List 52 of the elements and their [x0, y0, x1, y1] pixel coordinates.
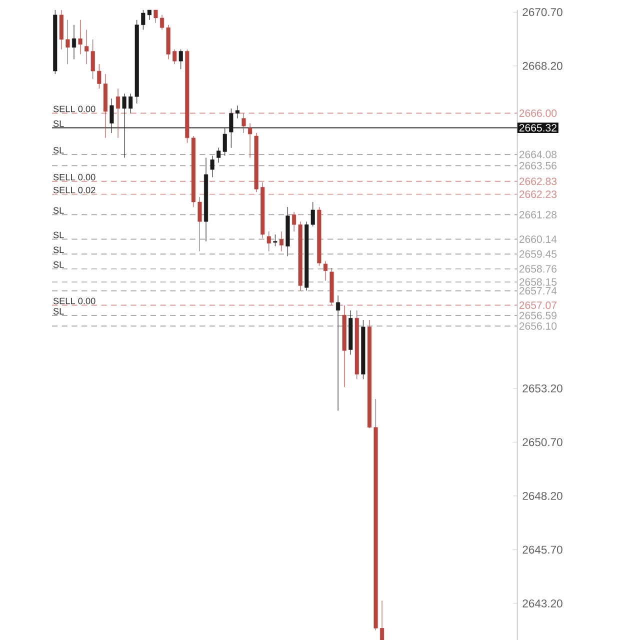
ref-line-label: 2659.45: [519, 250, 557, 258]
ref-line-label: 2662.23: [519, 190, 557, 198]
y-tick-label: 2653.20: [522, 384, 562, 392]
candlestick: [78, 20, 82, 55]
ref-line-label: 2666.00: [519, 109, 557, 117]
candlestick: [273, 234, 278, 247]
candlestick: [160, 14, 164, 30]
candlestick: [178, 49, 183, 70]
candlestick: [336, 295, 340, 412]
ref-line-label: 2658.15: [519, 278, 557, 286]
annotation: SL: [53, 246, 64, 254]
candlestick: [323, 260, 328, 281]
y-tick-label: 2670.70: [522, 8, 562, 16]
annotation: SL: [53, 261, 64, 268]
y-tick-label: 2648.20: [522, 492, 562, 500]
ref-line-label: 2665.32: [519, 124, 556, 132]
annotation: SELL 0.00: [53, 298, 96, 304]
ref-line-label: 2663.56: [519, 162, 557, 170]
candlestick: [72, 24, 76, 60]
y-tick-label: 2643.20: [522, 599, 562, 608]
annotation: SL: [53, 207, 64, 214]
ref-line-label: 2657.07: [519, 301, 556, 309]
candlestick: [210, 155, 214, 178]
ref-line-label: 2658.76: [519, 265, 557, 273]
candlestick: [292, 212, 296, 232]
candlestick: [172, 49, 177, 64]
ref-line-label: 2662.83: [519, 178, 557, 186]
ref-line-label: 2656.59: [519, 312, 556, 320]
candlestick: [116, 88, 120, 138]
ref-line-label: 2661.28: [519, 210, 557, 218]
candlestick: [198, 196, 202, 252]
ref-line-label: 2657.74: [519, 287, 557, 295]
annotation: SL: [53, 120, 64, 127]
ref-line-label: 2656.10: [519, 322, 557, 330]
candlestick: [266, 231, 271, 252]
candlestick: [154, 10, 158, 24]
ref-line-label: 2660.14: [519, 235, 557, 243]
candlestick: [242, 113, 246, 134]
annotation: SELL 0.00: [53, 106, 96, 112]
y-tick-label: 2668.20: [522, 62, 562, 70]
y-tick-label: 2645.70: [522, 546, 562, 554]
candlestick: [380, 600, 384, 640]
y-tick-label: 2650.70: [522, 438, 562, 446]
ref-line-label: 2664.08: [519, 150, 557, 158]
candlestick: [279, 231, 284, 252]
candlestick: [66, 20, 70, 64]
annotation: SL: [53, 147, 64, 154]
candlestick: [248, 123, 252, 158]
annotation: SL: [53, 308, 64, 315]
annotation: SELL 0.00: [53, 174, 96, 180]
annotation: SL: [53, 232, 64, 238]
annotation: SELL 0.02: [53, 186, 96, 194]
